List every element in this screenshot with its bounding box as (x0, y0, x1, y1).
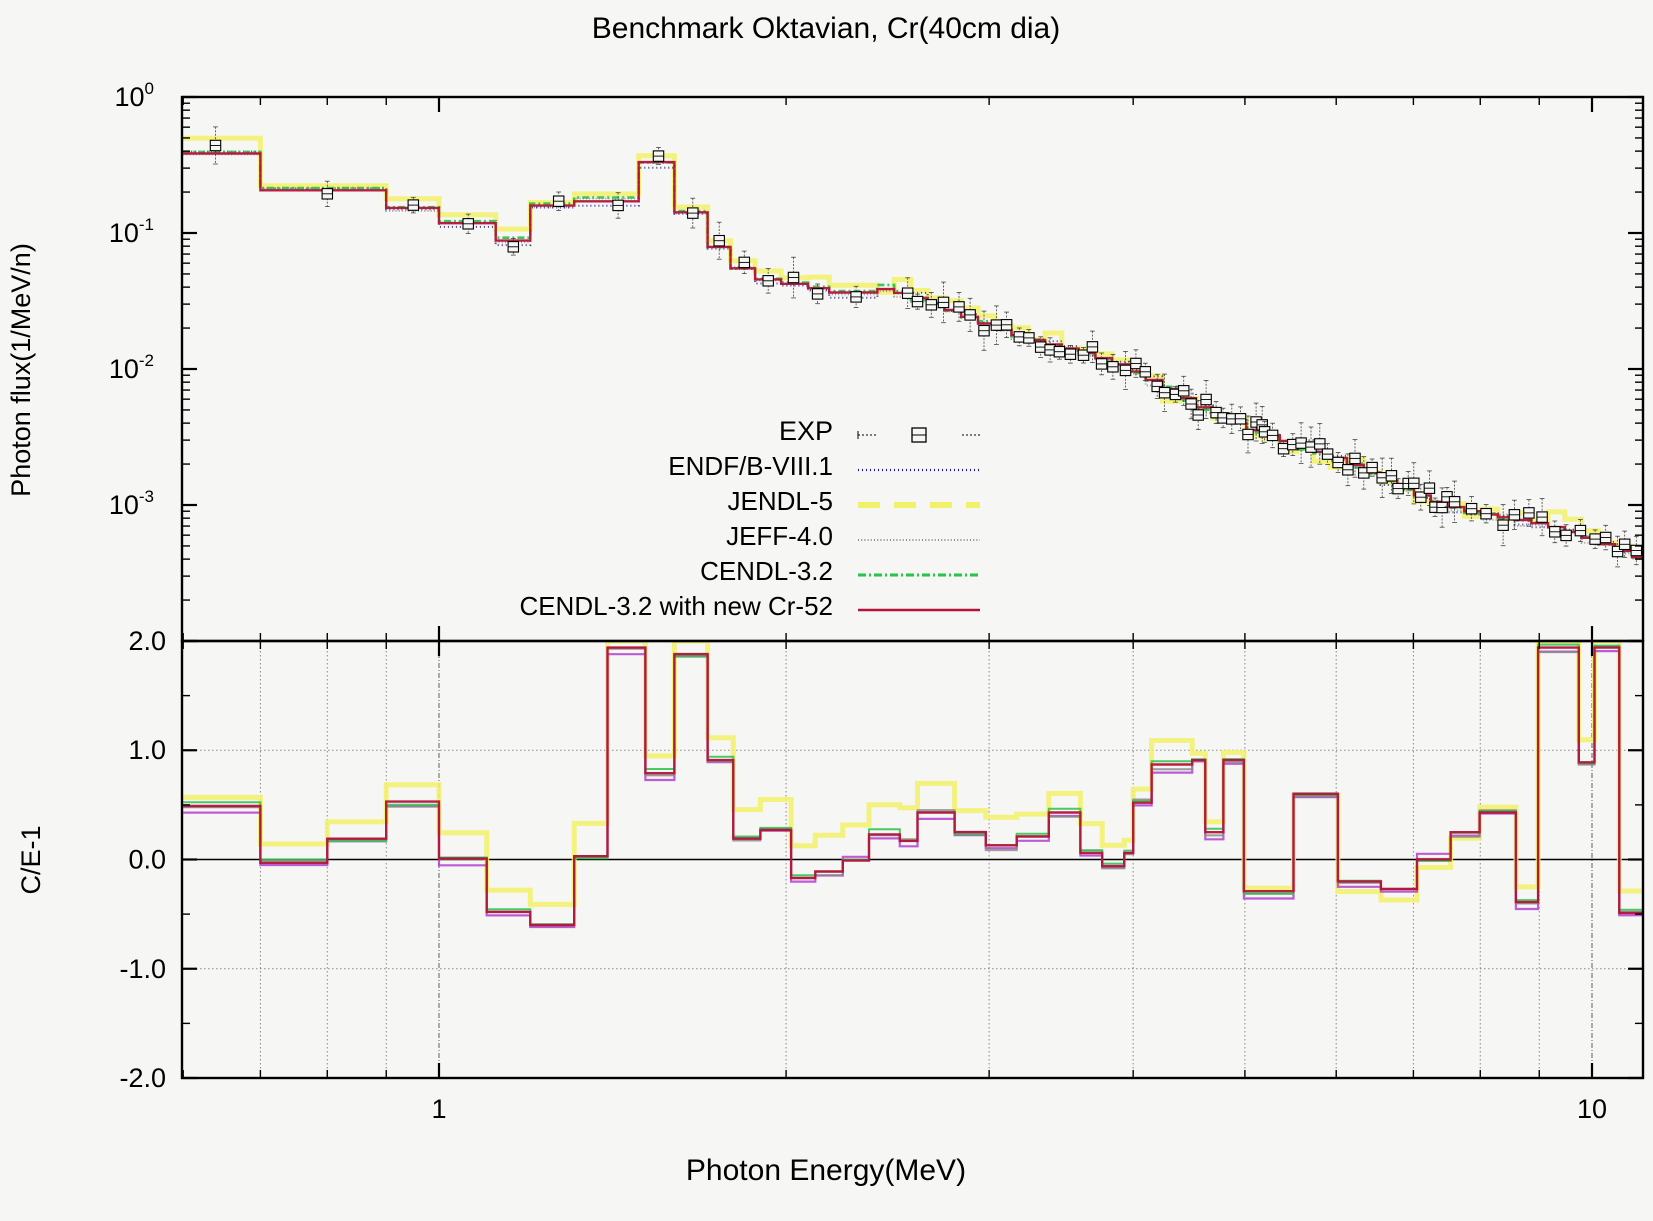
svg-text:Photon Energy(MeV): Photon Energy(MeV) (686, 1154, 966, 1187)
svg-text:EXP: EXP (779, 416, 833, 446)
svg-text:JEFF-4.0: JEFF-4.0 (726, 521, 833, 551)
svg-text:-1.0: -1.0 (119, 954, 166, 984)
svg-text:JENDL-5: JENDL-5 (728, 486, 833, 516)
svg-text:10: 10 (1577, 1094, 1607, 1124)
svg-text:C/E-1: C/E-1 (16, 825, 46, 894)
svg-text:Photon flux(1/MeV/n): Photon flux(1/MeV/n) (6, 243, 36, 497)
svg-text:1: 1 (431, 1094, 446, 1124)
svg-text:CENDL-3.2: CENDL-3.2 (700, 556, 833, 586)
svg-text:1.0: 1.0 (128, 735, 166, 765)
svg-text:0.0: 0.0 (128, 845, 166, 875)
svg-text:ENDF/B-VIII.1: ENDF/B-VIII.1 (668, 451, 833, 481)
svg-text:Benchmark Oktavian, Cr(40cm di: Benchmark Oktavian, Cr(40cm dia) (592, 12, 1061, 45)
svg-text:CENDL-3.2 with new Cr-52: CENDL-3.2 with new Cr-52 (519, 591, 833, 621)
svg-text:2.0: 2.0 (128, 626, 166, 656)
svg-text:-2.0: -2.0 (119, 1063, 166, 1093)
